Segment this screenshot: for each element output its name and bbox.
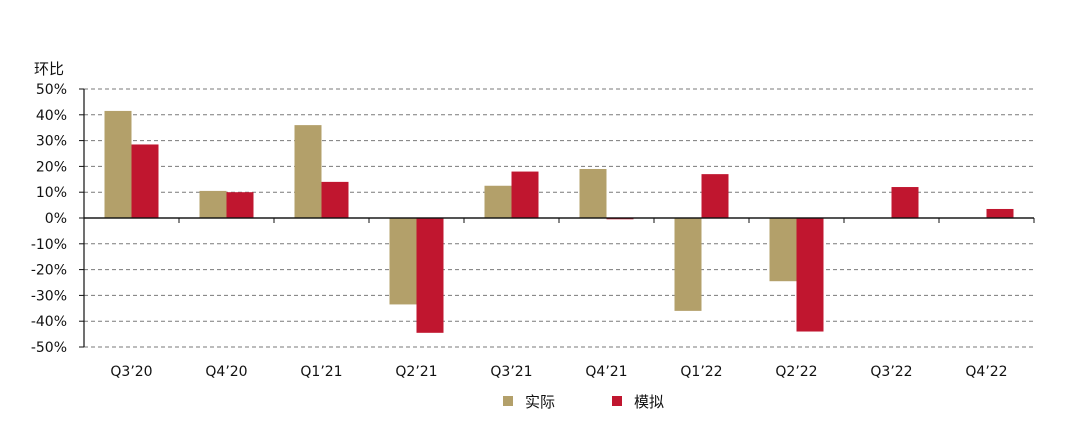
bar-actual [199, 190, 227, 218]
x-tick-label: Q2’22 [775, 364, 817, 380]
y-tick-label: -30% [31, 288, 67, 304]
x-tick-label: Q4’21 [585, 364, 627, 380]
y-axis-label: 环比 [34, 60, 64, 78]
bar-simulated [606, 218, 634, 220]
legend-label: 实际 [525, 393, 555, 411]
bar-simulated [321, 181, 349, 218]
bar-actual [769, 218, 797, 282]
y-tick-label: 50% [36, 82, 67, 98]
y-tick-label: 10% [36, 185, 67, 201]
bar-actual [674, 218, 702, 311]
x-tick-label: Q1’21 [300, 364, 342, 380]
y-tick-label: -10% [31, 237, 67, 253]
x-tick-label: Q4’22 [965, 364, 1007, 380]
x-tick-label: Q3’21 [490, 364, 532, 380]
bar-actual [484, 185, 512, 218]
bar-actual [579, 168, 607, 218]
bar-simulated [891, 187, 919, 218]
x-tick-label: Q3’20 [110, 364, 152, 380]
bars [104, 110, 1014, 333]
bar-simulated [701, 174, 729, 218]
y-axis-ticks: 50% 40% 30% 20% 10% 0% -10% -20% -30% -40% -50% [31, 82, 84, 356]
gridlines [84, 88, 1034, 348]
bar-simulated [986, 208, 1014, 218]
bar-simulated [511, 171, 539, 218]
y-tick-label: -20% [31, 263, 67, 279]
x-axis-ticks: Q3’20 Q4’20 Q1’21 Q2’21 Q3’21 Q4’21 Q1’22 Q2’22… [83, 218, 1035, 380]
y-tick-label: 40% [36, 108, 67, 124]
y-tick-label: 20% [36, 159, 67, 175]
bar-simulated [796, 218, 824, 332]
y-tick-label: 30% [36, 134, 67, 150]
x-tick-label: Q3’22 [870, 364, 912, 380]
bar-actual [389, 218, 417, 305]
x-tick-label: Q4’20 [205, 364, 247, 380]
bar-actual [294, 125, 322, 218]
y-tick-label: -40% [31, 314, 67, 330]
x-tick-label: Q1’22 [680, 364, 722, 380]
bar-simulated [131, 144, 159, 218]
y-tick-label: 0% [45, 211, 67, 227]
legend: 实际 模拟 [503, 393, 664, 411]
legend-label: 模拟 [634, 393, 664, 411]
bar-actual [104, 110, 132, 218]
bar-simulated [416, 218, 444, 333]
bar-simulated [226, 192, 254, 218]
x-tick-label: Q2’21 [395, 364, 437, 380]
legend-swatch [503, 396, 513, 406]
y-tick-label: -50% [31, 340, 67, 356]
legend-swatch [612, 396, 622, 406]
